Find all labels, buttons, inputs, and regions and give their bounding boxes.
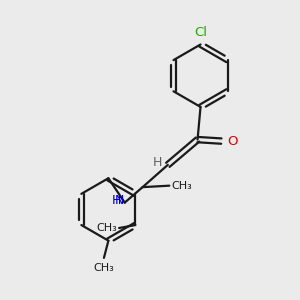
Text: H: H [153, 156, 163, 169]
Text: H: H [112, 194, 121, 207]
Text: Cl: Cl [194, 26, 207, 39]
Text: N: N [115, 194, 124, 207]
Text: CH₃: CH₃ [96, 223, 117, 233]
Text: CH₃: CH₃ [172, 181, 192, 191]
Text: O: O [227, 135, 238, 148]
Text: CH₃: CH₃ [94, 263, 114, 273]
